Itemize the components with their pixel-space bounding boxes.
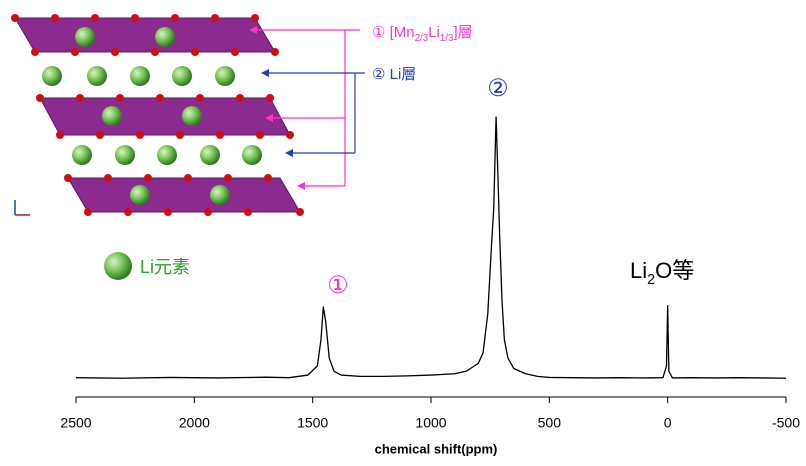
x-tick-label: 2500 [60,415,91,431]
structure [11,14,304,280]
x-tick-label: 1000 [415,415,446,431]
page: {"chart_data":{"type":"line","xlabel":"c… [0,0,806,466]
x-tick-label: 0 [664,415,672,431]
annotation: ② Li層 [372,66,416,83]
annotation-text: ② Li層 [372,66,416,83]
annotation: Li2O等 [630,258,694,288]
annotation-subscript: 2 [647,272,655,288]
x-tick-label: -500 [772,415,800,431]
chart: 2500 2000 1500 1000 500 0 -500 chemical shift(p… [0,0,806,466]
annotation-subscript: 2/3 [415,33,429,44]
annotation: ① [Mn2/3Li1/3]層 [372,24,473,44]
annotation-text: ① [Mn [372,24,415,41]
spectrum-line [76,117,786,378]
annotation: Li元素 [140,257,190,277]
x-tick-label: 2000 [179,415,210,431]
annotation-subscript: 1/3 [440,33,454,44]
annotation-text: Li [428,24,440,41]
x-tick-label: 500 [538,415,562,431]
annotation-text: ① [327,272,349,299]
annotation-text: ② [487,75,509,102]
annotation-text: Li [630,258,647,283]
annotation-text: ]層 [453,24,472,41]
annotation: ① [327,272,349,299]
annotation-text: Li元素 [140,257,190,277]
annotation: ② [487,75,509,102]
x-axis-title: chemical shift(ppm) [375,441,498,456]
x-tick-label: 1500 [297,415,328,431]
annotation-text: O等 [655,258,694,283]
